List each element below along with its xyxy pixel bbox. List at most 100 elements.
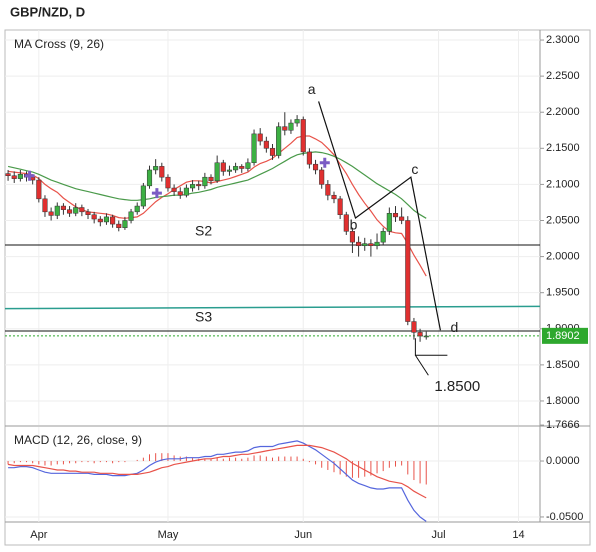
candle-body (226, 169, 233, 172)
y-tick-label: 2.1000 (546, 178, 580, 190)
y-tick-label: 2.0500 (546, 214, 580, 226)
candle-body (165, 176, 171, 189)
panel-label: MA Cross (9, 26) (14, 37, 104, 51)
candle-body (417, 332, 423, 337)
candle-body (263, 140, 269, 149)
target-bracket (414, 338, 448, 376)
candle-body (356, 241, 362, 247)
candle-body (134, 205, 140, 213)
candle-body (282, 126, 288, 131)
candle-body (202, 176, 208, 187)
x-tick-label: 14 (512, 529, 524, 541)
y-tick-label: 1.8500 (546, 359, 580, 371)
candle-body (288, 122, 294, 131)
pattern-line (318, 101, 441, 331)
candle-body (220, 162, 226, 172)
candle-body (257, 133, 263, 142)
candle-body (380, 231, 386, 243)
y-tick-label: 0.0000 (546, 455, 580, 467)
candle-body (208, 176, 214, 182)
y-tick-label: 2.2000 (546, 106, 580, 118)
candle-body (245, 162, 251, 169)
ma-line (7, 151, 427, 219)
candle-body (343, 214, 349, 232)
candle-body (146, 169, 153, 187)
candle-body (110, 216, 116, 225)
candle-body (103, 216, 110, 223)
pattern-label: b (350, 217, 358, 233)
grid (5, 30, 540, 522)
y-tick-label: 2.0000 (546, 250, 580, 262)
chart-title: GBP/NZD, D (10, 4, 85, 19)
x-tick-label: Jul (432, 529, 446, 541)
crossover-marker (24, 170, 35, 181)
macd-line (8, 440, 427, 522)
candle-body (153, 166, 159, 171)
frame (4, 29, 591, 546)
pattern-label: d (450, 319, 458, 335)
x-tick-label: Apr (30, 529, 47, 541)
candle-body (79, 207, 85, 213)
candle-body (386, 213, 392, 232)
candle-body (337, 198, 343, 215)
candle-body (97, 218, 103, 223)
candle-body (42, 198, 48, 213)
signal-line (7, 444, 427, 499)
price-panel (5, 101, 540, 376)
candle-body (11, 175, 17, 179)
candle-body (362, 243, 368, 247)
candle-body (269, 148, 276, 156)
x-tick-label: Jun (294, 529, 312, 541)
y-tick-label: 1.9500 (546, 287, 580, 299)
candle-body (294, 119, 300, 124)
candle-body (368, 243, 374, 247)
candle-body (5, 173, 11, 176)
candle-body (405, 220, 411, 322)
crossover-marker (151, 188, 162, 199)
y-tick-label: -0.0500 (546, 511, 583, 523)
level-label: S3 (195, 309, 212, 325)
candle-body (54, 205, 60, 216)
candle-body (399, 216, 405, 221)
candle-body (60, 205, 66, 210)
candle-body (325, 184, 331, 196)
candle-body (159, 166, 165, 178)
candle-body (190, 184, 196, 189)
candle-body (183, 187, 189, 196)
y-tick-label: 2.3000 (546, 34, 580, 46)
target-label: 1.8500 (434, 378, 480, 395)
candle-body (423, 335, 429, 338)
candle-body (300, 119, 306, 153)
y-tick-label: 2.1500 (546, 142, 580, 154)
candle-body (116, 223, 122, 228)
candle-body (73, 207, 79, 214)
candle-body (85, 211, 91, 215)
candle-body (91, 214, 97, 220)
trendline (5, 305, 540, 310)
candle-body (306, 151, 312, 165)
panel-label: MACD (12, 26, close, 9) (14, 433, 142, 447)
pattern-label: c (411, 161, 418, 177)
candle-body (349, 231, 355, 243)
candle-body (196, 184, 202, 187)
candle-body (411, 321, 417, 333)
candle-body (374, 241, 380, 247)
candle-body (171, 187, 177, 192)
candle-body (67, 209, 73, 214)
candle-body (251, 133, 257, 163)
pattern-label: a (308, 81, 316, 97)
y-tick-label: 1.8000 (546, 395, 580, 407)
candle-body (17, 174, 23, 179)
candle-body (140, 185, 146, 207)
last-price-badge (542, 327, 588, 344)
y-tick-label: 2.2500 (546, 70, 580, 82)
candle-body (331, 194, 337, 200)
candle-body (233, 166, 239, 171)
candle-body (312, 163, 319, 171)
candle-body (128, 211, 134, 221)
crossover-marker (319, 157, 330, 168)
candle-body (276, 126, 282, 156)
candle-body (177, 191, 183, 196)
